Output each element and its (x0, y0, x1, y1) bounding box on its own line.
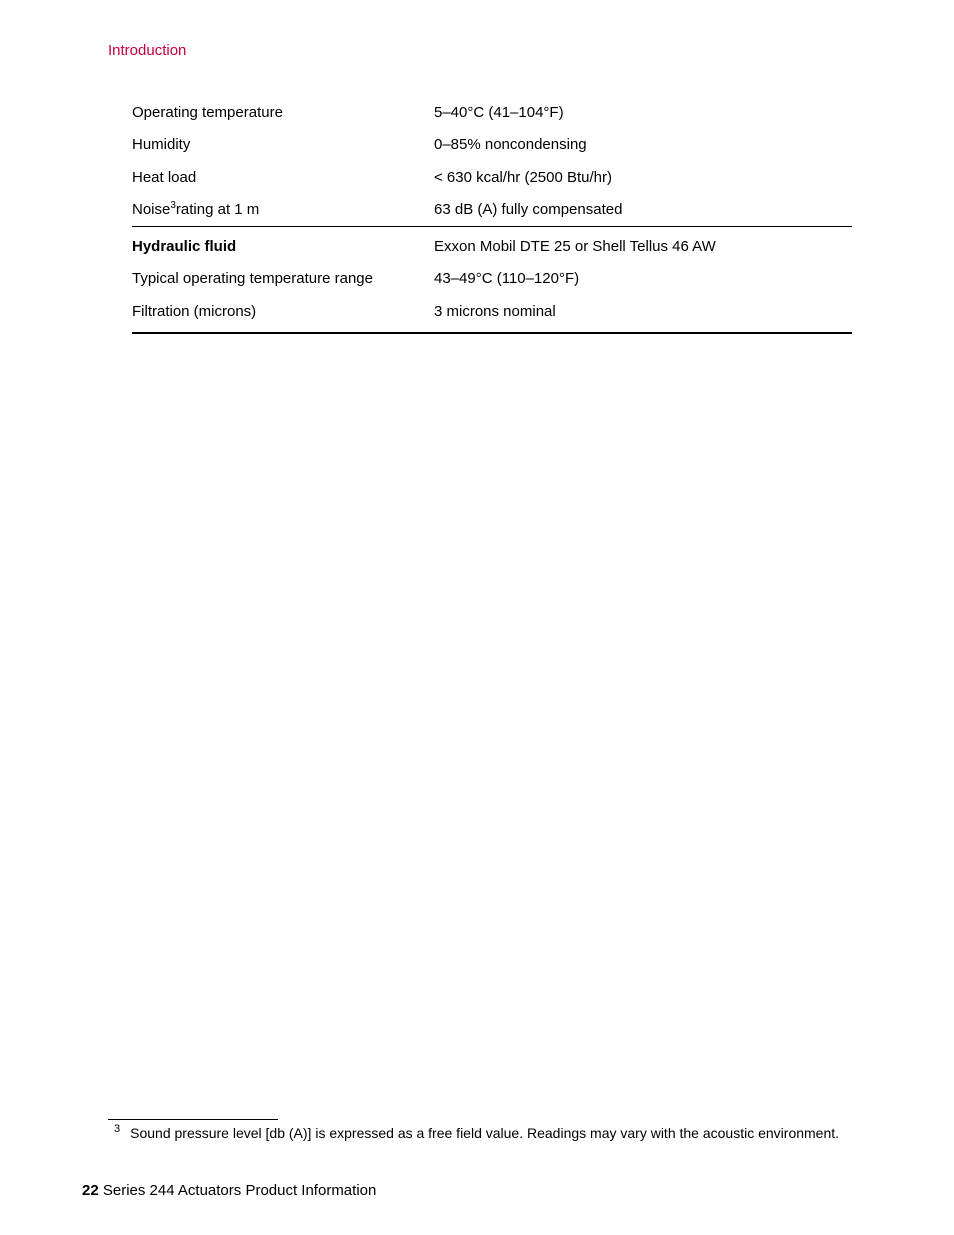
spec-label: Operating temperature (132, 97, 434, 129)
section-header: Introduction (108, 42, 882, 59)
spec-row: Typical operating temperature range43–49… (132, 263, 852, 295)
spec-row: Heat load< 630 kcal/hr (2500 Btu/hr) (132, 162, 852, 194)
spec-value: 63 dB (A) fully compensated (434, 194, 852, 227)
spec-table: Operating temperature5–40°C (41–104°F)Hu… (132, 97, 852, 334)
spec-row: Operating temperature5–40°C (41–104°F) (132, 97, 852, 129)
spec-row: Hydraulic fluidExxon Mobil DTE 25 or She… (132, 227, 852, 264)
footnote-text: Sound pressure level [db (A)] is express… (130, 1124, 882, 1143)
page: Introduction Operating temperature5–40°C… (0, 0, 954, 1235)
spec-row: Noise3rating at 1 m63 dB (A) fully compe… (132, 194, 852, 227)
page-footer: 22 Series 244 Actuators Product Informat… (82, 1182, 376, 1199)
spec-value: 43–49°C (110–120°F) (434, 263, 852, 295)
spec-row: Humidity0–85% noncondensing (132, 129, 852, 161)
spec-value: 3 microns nominal (434, 296, 852, 333)
spec-value: 0–85% noncondensing (434, 129, 852, 161)
spec-label: Noise3rating at 1 m (132, 194, 434, 227)
spec-label: Typical operating temperature range (132, 263, 434, 295)
spec-value: Exxon Mobil DTE 25 or Shell Tellus 46 AW (434, 227, 852, 264)
spec-value: 5–40°C (41–104°F) (434, 97, 852, 129)
spec-label: Filtration (microns) (132, 296, 434, 333)
footnote-number: 3 (108, 1122, 130, 1141)
footnote-area: 3 Sound pressure level [db (A)] is expre… (108, 1119, 882, 1143)
spec-label: Humidity (132, 129, 434, 161)
spec-value: < 630 kcal/hr (2500 Btu/hr) (434, 162, 852, 194)
spec-label: Hydraulic fluid (132, 227, 434, 264)
footnote: 3 Sound pressure level [db (A)] is expre… (108, 1124, 882, 1143)
footnote-rule (108, 1119, 278, 1120)
spec-table-body: Operating temperature5–40°C (41–104°F)Hu… (132, 97, 852, 333)
spec-row: Filtration (microns)3 microns nominal (132, 296, 852, 333)
footer-title-text: Series 244 Actuators Product Information (103, 1182, 376, 1199)
spec-label: Heat load (132, 162, 434, 194)
page-number: 22 (82, 1182, 99, 1199)
